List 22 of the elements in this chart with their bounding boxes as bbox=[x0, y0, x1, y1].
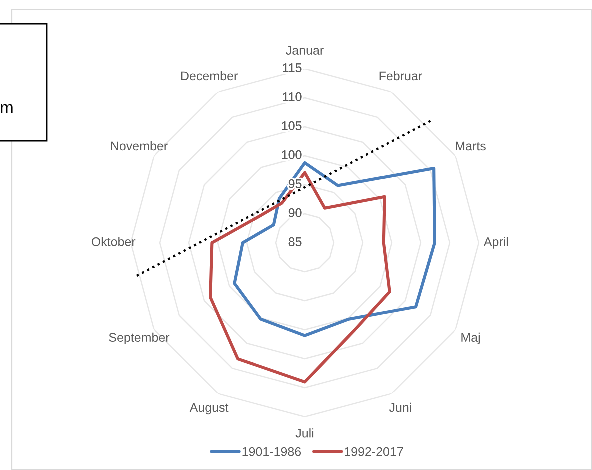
legend-label: 1901-1986 bbox=[242, 447, 302, 456]
spoke-label: Juli bbox=[296, 428, 314, 438]
y-tick-label: 105 bbox=[282, 122, 302, 130]
spoke-label: Januar bbox=[286, 46, 324, 55]
spoke-label: September bbox=[109, 332, 170, 345]
spoke-label: August bbox=[190, 403, 229, 415]
y-tick-label: 90 bbox=[288, 208, 302, 218]
text: m bbox=[1, 104, 13, 114]
spoke-label: November bbox=[111, 141, 168, 151]
spoke-label: April bbox=[484, 237, 508, 249]
y-tick-label: 95 bbox=[288, 180, 302, 188]
spoke-label: Juni bbox=[389, 402, 412, 412]
y-tick-label: 100 bbox=[282, 150, 302, 160]
y-tick-label: 115 bbox=[283, 64, 302, 72]
spoke-label: Maj bbox=[462, 332, 480, 345]
legend-label: 1992-2017 bbox=[345, 447, 404, 456]
spoke-label: Oktober bbox=[92, 237, 136, 246]
spoke-label: Februar bbox=[380, 71, 422, 81]
y-tick-label: 85 bbox=[288, 238, 302, 246]
y-tick-label: 110 bbox=[283, 92, 302, 102]
spoke-label: Marts bbox=[456, 142, 486, 151]
spoke-label: December bbox=[181, 71, 238, 81]
